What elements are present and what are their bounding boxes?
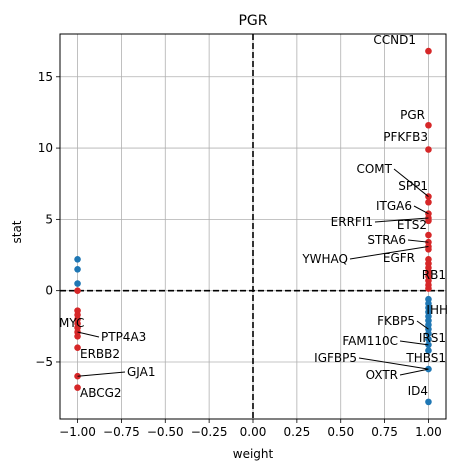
data-point: [425, 285, 432, 292]
data-point: [425, 365, 432, 373]
plot-frame: [59, 33, 447, 420]
annotation-label: ABCG2: [80, 386, 122, 400]
annotation-leader-line: [416, 320, 429, 330]
annotation-label: FKBP5: [377, 314, 415, 328]
annotation-leader-line: [407, 239, 429, 243]
annotation-label: PGR: [400, 108, 425, 122]
annotation-label: GJA1: [127, 365, 155, 379]
annotation-label: THBS1: [405, 351, 446, 365]
annotation-label: YWHAQ: [301, 252, 348, 266]
data-point: [425, 341, 432, 349]
annotation-label: PTP4A3: [101, 330, 146, 344]
annotation-leader-line: [399, 368, 429, 376]
annotation-label: RB1: [422, 268, 446, 282]
x-tick-label: 0.50: [327, 425, 354, 439]
data-point: [74, 287, 81, 294]
reference-lines: [60, 34, 446, 419]
annotation-label: COMT: [356, 162, 392, 176]
data-point: [425, 246, 432, 253]
data-point: [425, 121, 432, 129]
x-tick-label: 0.00: [240, 425, 267, 439]
annotation-label: PFKFB3: [383, 130, 428, 144]
annotation-label: CCND1: [373, 33, 416, 47]
data-point: [425, 47, 432, 55]
annotation-label: OXTR: [366, 368, 398, 382]
annotation-label: IGFBP5: [314, 351, 357, 365]
data-point: [74, 255, 81, 263]
data-point: [425, 398, 432, 406]
y-tick-label: −5: [35, 355, 53, 369]
annotation-leader-line: [349, 245, 429, 260]
y-axis-label: stat: [10, 220, 24, 243]
x-tick-label: −1.00: [59, 425, 96, 439]
annotation-label: STRA6: [367, 233, 406, 247]
x-tick-label: 0.75: [371, 425, 398, 439]
annotation-label: ERBB2: [80, 347, 120, 361]
annotation-label: IRS1: [419, 331, 446, 345]
y-tick-label: 5: [45, 212, 53, 226]
annotation-label: ERRFI1: [331, 215, 373, 229]
x-tick-label: −0.50: [147, 425, 184, 439]
data-point: [425, 335, 432, 343]
annotation-label: ID4: [408, 384, 428, 398]
annotation-label: EGFR: [383, 251, 415, 265]
annotation-leader-line: [399, 340, 429, 346]
annotation-label: MYC: [59, 316, 84, 330]
data-point: [74, 280, 81, 287]
annotation-label: ETS2: [397, 218, 427, 232]
y-tick-label: 10: [38, 141, 53, 155]
x-tick-label: 0.25: [284, 425, 311, 439]
annotation-leader-line: [358, 357, 429, 370]
annotation-label: ITGA6: [376, 199, 412, 213]
data-point: [425, 146, 432, 153]
data-point: [74, 265, 81, 273]
y-tick-label: 0: [45, 284, 53, 298]
x-tick-label: 1.00: [415, 425, 442, 439]
annotation-label: SPP1: [398, 179, 428, 193]
annotation-label: IHH: [426, 303, 448, 317]
data-point: [425, 217, 432, 225]
annotation-leader-line: [413, 205, 429, 215]
data-point: [74, 332, 81, 340]
chart-title: PGR: [238, 13, 267, 29]
data-point: [74, 384, 81, 391]
y-axis-ticks: −5 0 5 10 15: [35, 70, 60, 369]
annotation-leader-line: [77, 331, 100, 338]
x-tick-label: −0.25: [191, 425, 228, 439]
annotation-leaders: [77, 168, 429, 377]
data-point: [425, 330, 432, 337]
annotation-leader-line: [77, 371, 126, 377]
x-axis-ticks: −1.00 −0.75 −0.50 −0.25 0.00 0.25 0.50 0.75 1.00: [59, 419, 442, 439]
annotation-leader-line: [374, 217, 429, 223]
x-tick-label: −0.75: [103, 425, 140, 439]
data-point: [425, 347, 432, 354]
data-point: [425, 231, 432, 239]
y-tick-label: 15: [38, 70, 53, 84]
x-axis-label: weight: [233, 447, 274, 461]
data-point: [74, 344, 81, 352]
annotation-label: FAM110C: [342, 334, 398, 348]
annotation-leader-line: [393, 168, 429, 197]
data-point: [425, 198, 432, 206]
